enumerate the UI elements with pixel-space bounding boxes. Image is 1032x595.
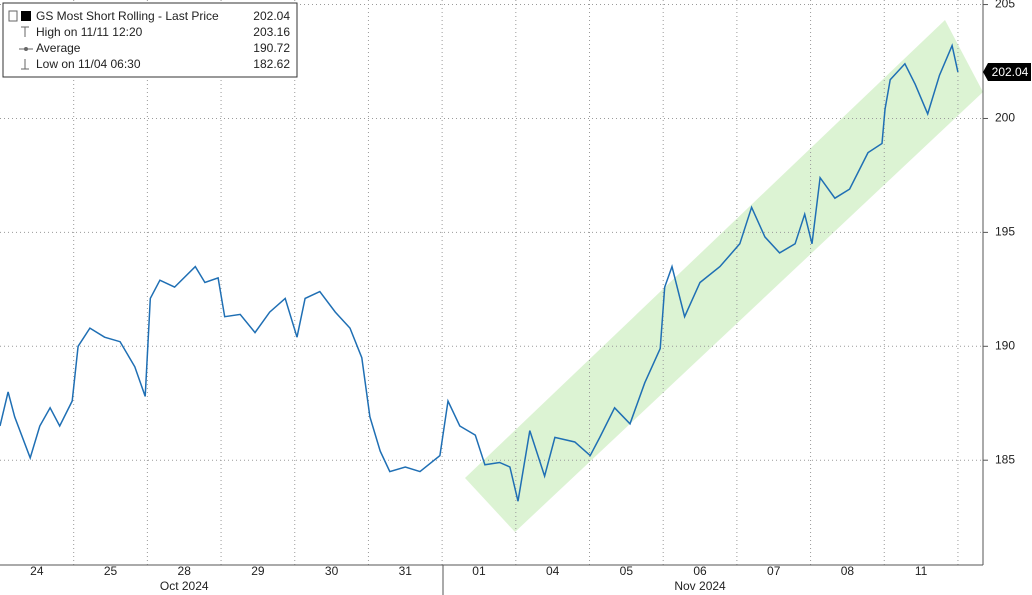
legend-icon [24, 47, 28, 51]
x-tick-label: 31 [399, 564, 413, 578]
y-tick-label: 205 [995, 0, 1015, 11]
month-label: Nov 2024 [674, 579, 726, 593]
x-tick-label: 06 [693, 564, 707, 578]
legend-swatch [21, 11, 31, 21]
x-tick-label: 25 [104, 564, 118, 578]
x-tick-label: 11 [915, 564, 928, 578]
x-tick-label: 04 [546, 564, 560, 578]
legend-label: Average [36, 41, 81, 55]
legend-value: 202.04 [253, 9, 290, 23]
y-tick-label: 185 [995, 452, 1015, 466]
legend: GS Most Short Rolling - Last Price 202.0… [2, 2, 298, 78]
x-tick-label: 05 [620, 564, 634, 578]
x-tick-label: 28 [178, 564, 192, 578]
legend-icon [8, 10, 18, 22]
price-line [0, 43, 959, 502]
x-tick-label: 24 [30, 564, 44, 578]
y-tick-label: 200 [995, 111, 1015, 125]
legend-icon [21, 26, 29, 37]
x-tick-label: 01 [472, 564, 486, 578]
x-tick-label: 08 [841, 564, 855, 578]
y-tick-label: 190 [995, 338, 1015, 352]
legend-icon [21, 59, 29, 70]
legend-title: GS Most Short Rolling - Last Price [36, 9, 219, 23]
legend-label: High on 11/11 12:20 [36, 25, 143, 39]
month-label: Oct 2024 [160, 579, 209, 593]
legend-value: 203.16 [253, 25, 290, 39]
legend-box [2, 2, 298, 78]
y-tick-label: 195 [995, 225, 1015, 239]
legend-label: Low on 11/04 06:30 [36, 57, 141, 71]
last-price-label: 202.04 [992, 65, 1029, 79]
x-tick-label: 07 [767, 564, 781, 578]
x-tick-label: 29 [251, 564, 265, 578]
last-price-tag: 202.04 [983, 62, 1031, 81]
plot [0, 43, 959, 502]
last-price-marker [983, 62, 1031, 81]
x-tick-label: 30 [325, 564, 339, 578]
trend-channel [465, 20, 983, 532]
legend-value: 190.72 [253, 41, 290, 55]
legend-value: 182.62 [253, 57, 290, 71]
